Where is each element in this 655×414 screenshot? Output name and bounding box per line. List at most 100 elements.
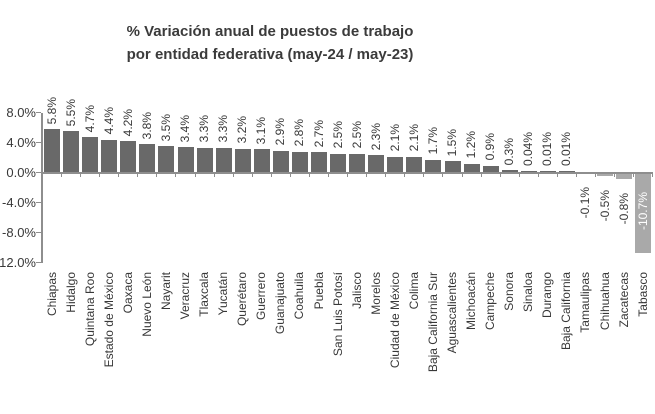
bar-value-label: 3.4% — [178, 114, 193, 142]
x-axis-tick — [442, 173, 444, 177]
y-axis-line — [40, 112, 43, 263]
x-axis-label: Durango — [540, 272, 555, 319]
bar-value-label: 2.1% — [406, 124, 421, 152]
x-axis-tick — [308, 173, 310, 177]
x-axis-label: Oaxaca — [120, 272, 135, 314]
x-axis-tick — [614, 173, 616, 177]
bar — [272, 150, 289, 173]
bar-value-label: 2.3% — [368, 122, 383, 151]
bar — [311, 152, 327, 173]
chart-title-line1: % Variación anual de puestos de trabajo — [126, 23, 414, 40]
bar-value-label: 4.2% — [120, 108, 135, 136]
x-axis-tick — [251, 173, 253, 177]
bar — [253, 149, 270, 173]
bar-value-label: 3.2% — [235, 116, 250, 144]
y-axis-tick — [35, 201, 41, 204]
x-axis-tick — [175, 173, 177, 177]
x-axis-label: Veracruz — [178, 272, 193, 320]
x-axis-tick — [499, 173, 501, 177]
y-axis-tick — [35, 231, 41, 234]
x-axis-tick — [42, 173, 43, 177]
x-axis-label: Ciudad de México — [387, 272, 402, 369]
x-axis-tick — [347, 173, 349, 177]
x-axis-label: San Luis Potosí — [330, 272, 345, 357]
y-axis-tick-label: -8.0% — [2, 224, 36, 240]
x-axis-label: Chiapas — [44, 272, 59, 317]
x-axis-label: Baja California — [559, 272, 574, 351]
x-axis-label: Nuevo León — [139, 272, 154, 337]
x-axis-label: Puebla — [311, 272, 326, 310]
bar-value-label: 0.3% — [502, 137, 517, 166]
bar — [425, 159, 442, 173]
y-axis-tick-label: 8.0% — [6, 104, 36, 120]
bar — [215, 147, 232, 173]
x-axis-tick — [80, 173, 82, 177]
x-axis-label: Guerrero — [254, 272, 269, 321]
x-axis-tick — [480, 173, 482, 177]
bar-value-label: 3.1% — [254, 116, 269, 145]
bar — [177, 147, 194, 173]
bar — [82, 137, 99, 173]
bar-value-label: 0.04% — [521, 132, 536, 167]
bar — [463, 163, 480, 173]
bar — [196, 147, 213, 173]
y-axis-tick-label: 0.0% — [6, 164, 36, 180]
x-axis-label: Chihuahua — [597, 272, 612, 331]
x-axis-label: Morelos — [368, 272, 383, 315]
x-axis-tick — [289, 173, 291, 177]
bar-value-label: 1.2% — [464, 131, 479, 159]
bar-value-label: 2.5% — [330, 121, 345, 149]
x-axis-label: Estado de México — [101, 272, 116, 368]
bar-value-label: 0.01% — [540, 132, 555, 167]
x-axis-tick — [518, 173, 520, 177]
x-axis-tick — [556, 173, 558, 177]
x-axis-tick — [366, 173, 368, 177]
y-axis-tick — [35, 141, 41, 144]
chart-title-line2: por entidad federativa (may-24 / may-23) — [126, 46, 414, 63]
bar — [387, 156, 404, 173]
y-axis-tick — [35, 111, 41, 114]
y-axis-tick — [35, 261, 41, 264]
x-axis-tick — [461, 173, 463, 177]
x-axis-label: Tlaxcala — [197, 272, 212, 317]
x-axis-tick — [633, 173, 635, 177]
x-axis-label: Colima — [406, 272, 421, 310]
bar-value-label: 4.7% — [82, 104, 97, 133]
bar — [120, 141, 137, 173]
bar — [63, 131, 80, 173]
x-axis-label: Campeche — [483, 272, 498, 331]
x-axis-label: Yucatán — [216, 272, 231, 316]
y-axis-tick-label: -4.0% — [2, 194, 36, 210]
x-axis-tick — [270, 173, 272, 177]
x-axis-label: Michoacán — [464, 272, 479, 331]
x-axis-label: Nayarit — [158, 272, 173, 311]
y-axis-tick-label: -12.0% — [0, 254, 36, 270]
x-axis-tick — [99, 173, 101, 177]
x-axis-label: Aguascalientes — [445, 272, 459, 354]
bar-value-label: -10.7% — [635, 191, 650, 230]
bar — [158, 146, 175, 173]
bar — [139, 144, 156, 173]
bar — [616, 172, 633, 179]
x-axis-label: Sonora — [502, 272, 517, 311]
bar — [635, 172, 652, 253]
bar-value-label: 2.7% — [311, 119, 326, 148]
bar — [501, 170, 518, 173]
x-axis-tick — [595, 173, 597, 177]
bar — [406, 156, 423, 173]
x-axis-tick — [652, 173, 654, 177]
x-axis-tick — [118, 173, 120, 177]
bar-value-label: 3.8% — [139, 111, 154, 139]
bar — [101, 139, 118, 173]
bar-value-label: 4.4% — [101, 107, 116, 135]
bar — [444, 161, 461, 173]
chart-title: % Variación anual de puestos de trabajo … — [65, 20, 475, 66]
bar-value-label: 1.5% — [445, 128, 459, 157]
y-axis-tick-label: 4.0% — [6, 134, 36, 150]
bar-value-label: 3.5% — [158, 113, 173, 142]
x-axis-label: Coahuila — [292, 272, 307, 320]
bar — [234, 148, 251, 173]
x-axis-tick — [537, 173, 539, 177]
x-axis-tick — [328, 173, 330, 177]
